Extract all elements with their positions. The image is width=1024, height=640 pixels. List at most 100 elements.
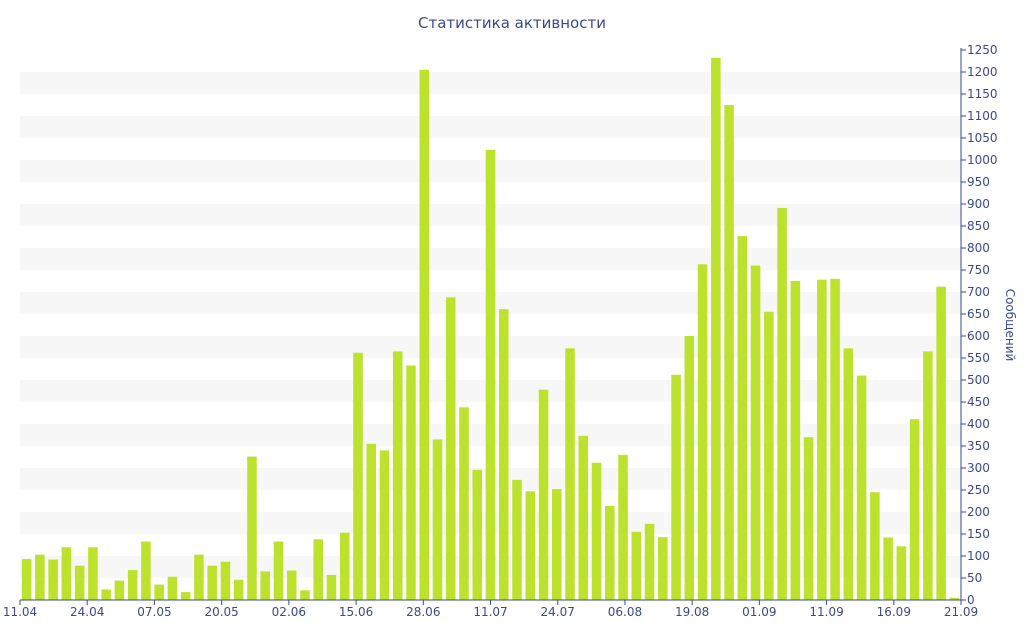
bar: [339, 532, 350, 600]
bar: [260, 571, 270, 600]
y-tick-label: 50: [967, 571, 982, 585]
y-tick-label: 100: [967, 549, 990, 563]
y-tick-label: 950: [967, 175, 990, 189]
x-tick-label: 06.08: [608, 605, 642, 619]
y-tick-label: 700: [967, 285, 990, 299]
y-tick-label: 600: [967, 329, 990, 343]
bar: [300, 590, 310, 600]
x-tick-label: 21.09: [944, 605, 978, 619]
bar: [21, 559, 32, 600]
bar: [485, 149, 496, 600]
y-tick-label: 250: [967, 483, 990, 497]
x-tick-label: 19.08: [675, 605, 709, 619]
y-tick-label: 1200: [967, 65, 998, 79]
y-tick-label: 150: [967, 527, 990, 541]
bar: [896, 546, 907, 600]
bar: [883, 537, 893, 600]
bar: [764, 311, 774, 600]
x-tick-label: 20.05: [204, 605, 238, 619]
bar: [194, 554, 204, 600]
x-tick-label: 11.04: [3, 605, 37, 619]
grid-band: [20, 116, 961, 138]
bar: [538, 389, 549, 600]
chart-title: Статистика активности: [418, 14, 606, 32]
bar: [48, 559, 58, 600]
x-tick-label: 28.06: [406, 605, 440, 619]
y-tick-label: 1050: [967, 131, 998, 145]
y-tick-label: 1000: [967, 153, 998, 167]
bar: [870, 492, 880, 600]
bar: [154, 584, 164, 600]
bar: [406, 365, 416, 600]
bar: [167, 576, 178, 600]
bar: [392, 351, 403, 600]
y-tick-label: 1250: [967, 43, 998, 57]
bar: [233, 579, 244, 600]
bar: [618, 454, 628, 600]
y-tick-label: 500: [967, 373, 990, 387]
bar: [353, 352, 363, 600]
y-tick-label: 0: [967, 593, 975, 607]
y-axis-ticks: 0 50 100 150 200 250 300 350 400 450 500 550 600 650 7…: [961, 43, 998, 607]
bar: [724, 105, 734, 600]
bar: [565, 348, 575, 600]
bar: [220, 561, 231, 600]
bar: [856, 375, 867, 600]
bar: [445, 297, 456, 600]
y-tick-label: 900: [967, 197, 990, 211]
bar: [949, 597, 960, 600]
bar: [711, 57, 721, 601]
bar: [114, 580, 125, 600]
bar: [591, 462, 602, 600]
y-axis-title: Сообщений: [1003, 289, 1017, 362]
x-tick-label: 01.09: [742, 605, 776, 619]
bar: [631, 531, 642, 600]
x-tick-label: 07.05: [137, 605, 171, 619]
grid-band: [20, 72, 961, 94]
bar: [936, 286, 946, 600]
bar: [923, 351, 933, 600]
bar: [247, 456, 257, 600]
bar: [671, 374, 681, 600]
bar: [750, 265, 761, 600]
bar: [432, 439, 443, 600]
y-tick-label: 800: [967, 241, 990, 255]
bar: [379, 450, 390, 600]
y-tick-label: 400: [967, 417, 990, 431]
bar: [286, 570, 297, 600]
bar: [525, 491, 536, 600]
y-tick-label: 550: [967, 351, 990, 365]
bar: [817, 279, 827, 600]
bar: [141, 541, 151, 600]
bar: [512, 479, 522, 600]
bar: [273, 541, 284, 600]
bar: [127, 570, 138, 600]
x-tick-label: 11.07: [473, 605, 507, 619]
y-tick-label: 300: [967, 461, 990, 475]
x-tick-label: 24.04: [70, 605, 104, 619]
bar: [737, 236, 748, 600]
bar: [459, 407, 469, 600]
bar: [843, 348, 854, 600]
bar: [74, 565, 85, 600]
y-tick-label: 750: [967, 263, 990, 277]
bar: [472, 469, 483, 600]
bar: [684, 336, 695, 600]
y-tick-label: 850: [967, 219, 990, 233]
bar: [644, 523, 655, 600]
bar-series: [21, 57, 960, 601]
bar: [61, 547, 72, 600]
bar: [366, 443, 376, 600]
bar: [180, 592, 191, 600]
y-tick-label: 1100: [967, 109, 998, 123]
bar: [101, 589, 111, 600]
y-tick-label: 450: [967, 395, 990, 409]
bar: [830, 278, 840, 600]
bar: [88, 547, 98, 600]
bar: [326, 574, 337, 600]
bar: [207, 565, 217, 600]
bar: [578, 435, 589, 600]
x-tick-label: 11.09: [809, 605, 843, 619]
